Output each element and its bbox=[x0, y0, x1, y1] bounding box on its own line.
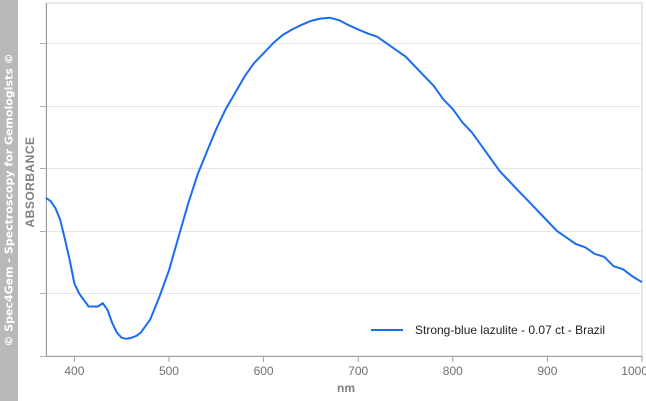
series-line bbox=[45, 16, 643, 340]
side-banner: © Spec4Gem - Spectroscopy for Gemologist… bbox=[0, 0, 18, 401]
axes bbox=[46, 3, 643, 362]
x-tick-label-500: 500 bbox=[159, 364, 179, 378]
x-tick-label-900: 900 bbox=[537, 364, 557, 378]
legend: Strong-blue lazulite - 0.07 ct - Brazil bbox=[371, 323, 605, 337]
x-tick-label-400: 400 bbox=[64, 364, 84, 378]
x-axis-label: nm bbox=[337, 381, 355, 395]
x-tick-label-800: 800 bbox=[443, 364, 463, 378]
x-tick-label-1000: 1000 bbox=[621, 364, 646, 378]
grid-lines bbox=[40, 43, 642, 357]
x-tick-label-700: 700 bbox=[348, 364, 368, 378]
x-tick-label-600: 600 bbox=[254, 364, 274, 378]
plot-frame bbox=[45, 2, 643, 357]
x-tick-labels: 400 500 600 700 800 900 1000 bbox=[64, 364, 646, 378]
legend-label: Strong-blue lazulite - 0.07 ct - Brazil bbox=[415, 323, 605, 337]
